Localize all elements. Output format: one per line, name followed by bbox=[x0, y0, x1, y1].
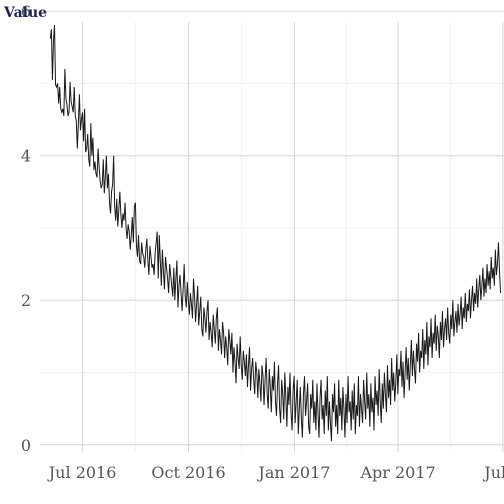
x-tick-label: Jul 2 bbox=[482, 463, 504, 482]
y-tick-label: 4 bbox=[21, 147, 31, 166]
series-line-value bbox=[49, 24, 502, 442]
x-tick-label: Apr 2017 bbox=[359, 463, 435, 482]
y-axis-title: Value bbox=[3, 5, 47, 21]
minor-gridlines bbox=[40, 22, 504, 452]
x-tick-label: Jan 2017 bbox=[256, 463, 330, 482]
y-tick-label: 6 bbox=[21, 2, 31, 21]
x-tick-label: Oct 2016 bbox=[151, 463, 225, 482]
y-axis-tick-labels: 0 2 4 6 bbox=[21, 2, 31, 455]
y-tick-label: 0 bbox=[21, 436, 31, 455]
x-axis-tick-labels: Jul 2016 Oct 2016 Jan 2017 Apr 2017 Jul 2 bbox=[47, 463, 504, 482]
x-tick-label: Jul 2016 bbox=[47, 463, 117, 482]
y-tick-label: 2 bbox=[21, 291, 31, 310]
